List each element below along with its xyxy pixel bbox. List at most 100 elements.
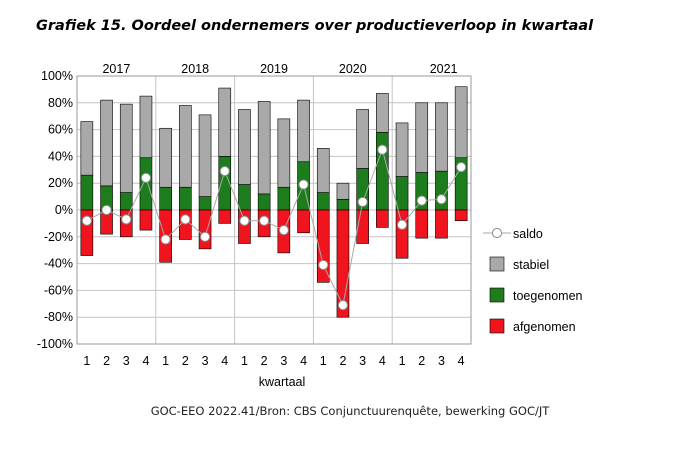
y-tick-label: -40%	[44, 257, 73, 271]
saldo-point	[180, 214, 191, 225]
x-tick-label: 1	[320, 354, 327, 368]
bar-stabiel	[139, 95, 153, 159]
x-tick-label: 4	[221, 354, 228, 368]
bar-toegenomen	[80, 174, 94, 211]
bar-toegenomen	[395, 176, 409, 211]
legend-saldo-marker	[491, 227, 503, 239]
bar-stabiel	[277, 118, 291, 188]
y-tick-label: 80%	[48, 96, 73, 110]
bar-toegenomen	[159, 186, 172, 211]
saldo-point	[81, 215, 92, 226]
bar-toegenomen	[179, 186, 192, 211]
legend-label: saldo	[513, 227, 543, 241]
bar-stabiel	[376, 93, 389, 133]
year-label: 2018	[181, 62, 209, 76]
bar-stabiel	[336, 182, 350, 200]
bar-stabiel	[218, 87, 232, 157]
x-tick-label: 4	[300, 354, 307, 368]
x-tick-label: 3	[123, 354, 130, 368]
bar-stabiel	[454, 86, 468, 159]
saldo-line	[86, 148, 462, 307]
bar-stabiel	[297, 99, 310, 163]
x-tick-label: 2	[339, 354, 346, 368]
bar-stabiel	[198, 114, 212, 197]
y-tick-label: 60%	[48, 123, 73, 137]
bar-toegenomen	[277, 186, 291, 211]
saldo-point	[239, 215, 250, 226]
y-tick-label: -60%	[44, 283, 73, 297]
saldo-point	[199, 231, 211, 242]
year-label: 2021	[430, 62, 458, 76]
bar-stabiel	[356, 109, 369, 169]
y-tick-label: 20%	[48, 176, 73, 190]
saldo-point	[357, 196, 368, 208]
x-axis-title: kwartaal	[259, 375, 306, 389]
x-tick-label: 1	[83, 354, 90, 368]
bar-stabiel	[316, 148, 330, 193]
grid-layer	[76, 75, 472, 345]
legend: saldo stabiel toegenomen afgenomen	[483, 227, 583, 334]
saldo-point	[298, 179, 309, 190]
bar-stabiel	[80, 121, 94, 176]
plot-frame	[76, 75, 472, 345]
saldo-point	[318, 259, 329, 271]
bar-stabiel	[435, 102, 448, 172]
bar-toegenomen	[336, 198, 350, 211]
x-tick-label: 4	[379, 354, 386, 368]
y-tick-label: 0%	[55, 203, 73, 217]
bar-stabiel	[238, 109, 251, 185]
bar-toegenomen	[139, 157, 153, 211]
x-tick-label: 1	[241, 354, 248, 368]
saldo-point	[278, 225, 289, 236]
saldo-point	[101, 204, 112, 216]
bar-stabiel	[257, 101, 271, 195]
bar-stabiel	[179, 105, 192, 188]
x-tick-label: 2	[103, 354, 110, 368]
x-tick-label: 4	[142, 354, 149, 368]
y-tick-label: -20%	[44, 230, 73, 244]
saldo-point	[396, 219, 408, 230]
x-tick-label: 1	[162, 354, 169, 368]
saldo-point	[259, 215, 270, 226]
y-tick-label: 100%	[41, 69, 73, 83]
bar-stabiel	[159, 127, 172, 188]
bar-afgenomen	[198, 209, 212, 250]
saldo-point	[140, 172, 152, 183]
bar-toegenomen	[119, 192, 133, 211]
x-tick-label: 1	[399, 354, 406, 368]
x-tick-label: 3	[359, 354, 366, 368]
source-note: GOC-EEO 2022.41/Bron: CBS Conjunctuurenq…	[150, 404, 550, 418]
year-label: 2019	[260, 62, 288, 76]
bar-afgenomen	[376, 209, 389, 228]
year-label: 2020	[339, 62, 367, 76]
bar-stabiel	[415, 102, 429, 173]
bar-toegenomen	[218, 156, 232, 211]
legend-label: afgenomen	[513, 320, 576, 334]
bar-layer	[80, 86, 468, 318]
bar-stabiel	[395, 122, 409, 177]
y-tick-label: -80%	[44, 310, 73, 324]
x-tick-label: 3	[280, 354, 287, 368]
bar-afgenomen	[238, 209, 251, 244]
legend-swatch	[489, 318, 505, 334]
x-tick-label: 2	[261, 354, 268, 368]
bar-toegenomen	[257, 193, 271, 211]
legend-label: toegenomen	[513, 289, 583, 303]
y-tick-label: 40%	[48, 149, 73, 163]
saldo-line-layer	[81, 144, 467, 311]
bar-afgenomen	[139, 209, 153, 231]
bar-toegenomen	[316, 192, 330, 211]
bar-toegenomen	[238, 184, 251, 211]
saldo-point	[121, 214, 132, 225]
y-tick-label: -100%	[37, 337, 73, 351]
bar-afgenomen	[454, 209, 468, 222]
saldo-point	[377, 144, 388, 155]
bar-afgenomen	[356, 209, 369, 244]
bar-afgenomen	[297, 209, 310, 234]
legend-label: stabiel	[513, 258, 549, 272]
bar-afgenomen	[395, 209, 409, 259]
x-tick-label: 3	[438, 354, 445, 368]
bar-afgenomen	[435, 209, 448, 239]
year-label: 2017	[102, 62, 130, 76]
x-tick-label: 2	[182, 354, 189, 368]
